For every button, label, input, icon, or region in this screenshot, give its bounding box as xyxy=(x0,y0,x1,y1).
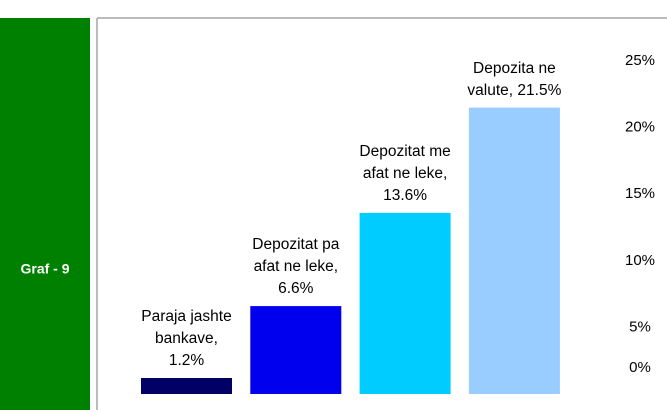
data-label: Depozitat pa afat ne leke, 6.6% xyxy=(252,236,340,298)
data-label: Paraja jashte bankave, 1.2% xyxy=(141,308,232,370)
y-tick-label: 15% xyxy=(625,185,655,202)
y-tick-label: 20% xyxy=(625,119,655,136)
bar xyxy=(468,107,560,395)
side-label: Graf - 9 xyxy=(20,261,69,277)
bar xyxy=(250,306,342,394)
bar xyxy=(359,212,451,394)
y-tick-label: 0% xyxy=(629,359,651,376)
data-label: Depozitat me afat ne leke, 13.6% xyxy=(359,142,451,204)
bar xyxy=(141,378,232,394)
side-panel xyxy=(0,18,90,410)
y-tick-label: 5% xyxy=(629,318,651,335)
y-tick-label: 10% xyxy=(625,252,655,269)
data-label: Depozita ne valute, 21.5% xyxy=(467,59,562,99)
y-tick-label: 25% xyxy=(625,52,655,69)
